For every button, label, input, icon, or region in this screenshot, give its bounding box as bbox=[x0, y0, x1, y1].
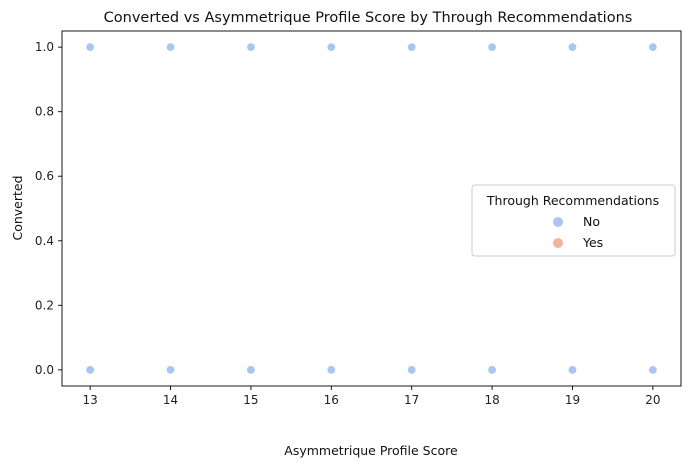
x-tick-label: 15 bbox=[243, 393, 258, 407]
chart-title: Converted vs Asymmetrique Profile Score … bbox=[104, 10, 633, 26]
plot-frame bbox=[61, 30, 682, 387]
x-axis-title: Asymmetrique Profile Score bbox=[284, 443, 458, 458]
y-tick-label: 0.8 bbox=[35, 105, 54, 119]
data-point-no bbox=[407, 42, 417, 52]
data-point-no bbox=[326, 365, 336, 375]
legend-box bbox=[471, 184, 676, 257]
x-tick-label: 18 bbox=[484, 393, 499, 407]
x-axis: 13 14 15 16 17 18 19 20 bbox=[82, 386, 661, 407]
data-point-no bbox=[85, 42, 95, 52]
y-tick-label: 0.4 bbox=[35, 234, 54, 248]
data-point-no bbox=[648, 42, 658, 52]
x-tick-label: 19 bbox=[565, 393, 580, 407]
data-point-no bbox=[326, 42, 336, 52]
data-point-no bbox=[487, 42, 497, 52]
data-point-no bbox=[166, 42, 176, 52]
legend-label-yes: Yes bbox=[582, 235, 603, 250]
legend: Through Recommendations No Yes bbox=[471, 184, 676, 257]
legend-marker-no bbox=[553, 217, 563, 227]
x-tick-label: 20 bbox=[645, 393, 660, 407]
data-point-no bbox=[567, 365, 577, 375]
y-axis: 0.0 0.2 0.4 0.6 0.8 1.0 bbox=[35, 40, 62, 377]
legend-label-no: No bbox=[583, 214, 600, 229]
data-point-no bbox=[246, 42, 256, 52]
points-layer bbox=[85, 42, 658, 375]
data-point-no bbox=[487, 365, 497, 375]
y-tick-label: 0.6 bbox=[35, 169, 54, 183]
legend-title: Through Recommendations bbox=[486, 193, 659, 208]
x-tick-label: 14 bbox=[163, 393, 178, 407]
x-tick-label: 17 bbox=[404, 393, 419, 407]
y-tick-label: 0.2 bbox=[35, 298, 54, 312]
y-axis-title: Converted bbox=[10, 175, 25, 240]
data-point-no bbox=[246, 365, 256, 375]
data-point-no bbox=[166, 365, 176, 375]
legend-marker-yes bbox=[553, 238, 563, 248]
data-point-no bbox=[85, 365, 95, 375]
y-tick-label: 1.0 bbox=[35, 40, 54, 54]
data-point-no bbox=[407, 365, 417, 375]
data-point-no bbox=[648, 365, 658, 375]
x-tick-label: 13 bbox=[82, 393, 97, 407]
x-tick-label: 16 bbox=[324, 393, 339, 407]
y-tick-label: 0.0 bbox=[35, 363, 54, 377]
data-point-no bbox=[567, 42, 577, 52]
